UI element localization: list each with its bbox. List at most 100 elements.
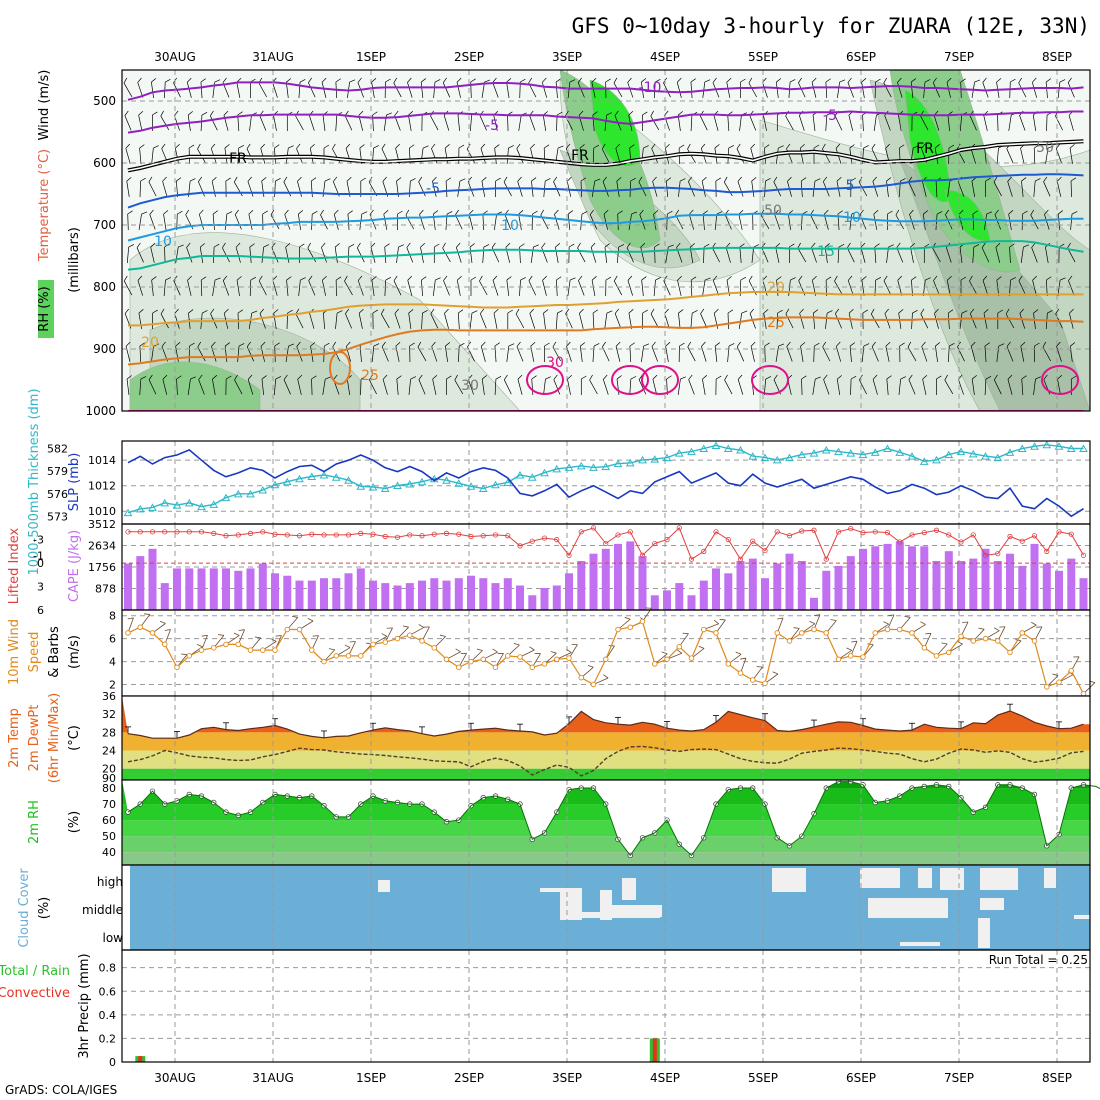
wind-barb-staff <box>518 214 522 230</box>
wind-barb-flag <box>533 244 539 248</box>
wind-barb-staff <box>1006 148 1014 164</box>
wind-barb-flag <box>150 242 156 248</box>
wind-barb-flag <box>520 277 526 281</box>
wind-barb-staff <box>1070 213 1073 231</box>
wind-barb-flag <box>418 176 423 182</box>
wind-barb-flag <box>298 210 304 215</box>
wind-barb-flag <box>176 177 182 182</box>
wind-barb-flag <box>283 176 288 183</box>
wind-barb-flag <box>604 243 610 248</box>
wind-barb <box>126 244 135 264</box>
wind-barb-flag <box>860 242 866 248</box>
wind-barb-flag <box>1018 275 1023 281</box>
wind-barb <box>519 78 526 99</box>
cape-bar <box>920 546 929 610</box>
wind-barb-flag <box>431 143 436 149</box>
wind-barb-staff <box>847 82 854 98</box>
wind-barb <box>775 145 784 164</box>
wind-barb-flag <box>631 211 638 215</box>
wind-barb-staff <box>788 280 791 296</box>
wind-barb-flag <box>127 210 133 215</box>
wind-barb-staff <box>334 247 338 263</box>
wind-barb-flag <box>420 78 427 83</box>
wind-barb <box>285 78 292 98</box>
wind-barb-staff <box>308 82 316 98</box>
wind-barb-flag <box>726 276 732 281</box>
wind-barb <box>1031 77 1038 98</box>
date-label-top: 1SEP <box>356 50 386 64</box>
wind-barb-staff <box>886 181 889 197</box>
wind-speed-marker <box>235 641 241 648</box>
wind-barb-staff <box>163 279 166 297</box>
wind-barb-flag <box>908 176 913 182</box>
cloud-gap <box>860 868 900 888</box>
wind-barb-flag <box>384 243 390 248</box>
wind-barb <box>1068 275 1075 296</box>
cape-bar <box>957 561 965 610</box>
cape-bar <box>356 568 365 610</box>
wind-speed-marker <box>590 681 597 688</box>
wind-barb-staff <box>798 82 806 98</box>
wind-barb-staff <box>1032 115 1037 131</box>
wind-barb-staff <box>663 280 671 296</box>
wind-barb-staff <box>1008 115 1012 131</box>
wind-barb <box>152 309 158 330</box>
wind-barb-staff <box>249 115 252 131</box>
cape-bar <box>773 563 782 610</box>
rh-band <box>122 836 1090 853</box>
wind-speed-marker <box>480 656 487 663</box>
cloud-gap <box>378 880 390 892</box>
wind-barb <box>591 178 601 197</box>
slp-label: SLP (mb) <box>67 453 82 512</box>
wind-barb-flag <box>1055 143 1061 149</box>
wind-barb <box>725 242 731 263</box>
wind-barb-flag <box>260 143 266 149</box>
wind-barb-staff <box>455 247 462 263</box>
wind-barb <box>874 276 882 297</box>
wind-barb-flag <box>703 243 710 248</box>
wind-barb-staff <box>834 280 843 296</box>
wind-barb-staff <box>615 148 621 164</box>
wind-barb-flag <box>308 77 312 83</box>
cape-bar <box>908 546 916 610</box>
wind-speed-marker <box>517 654 523 660</box>
wind-barb-flag <box>222 242 226 249</box>
wind-barb <box>347 243 355 264</box>
wind-barb-flag <box>982 77 987 83</box>
wind-barb-flag <box>688 176 693 182</box>
wind-barb <box>556 111 563 132</box>
wind-barb <box>555 78 562 99</box>
wind-barb-staff <box>763 115 767 131</box>
temperature-tick-label: 32 <box>102 708 116 721</box>
wind-barb-staff <box>236 280 240 296</box>
wind-barb-flag <box>1023 244 1029 248</box>
wind-barb-staff <box>126 246 130 264</box>
wind-barb-flag <box>554 209 559 215</box>
wind-barb-flag <box>712 242 716 249</box>
wind-barb-flag <box>677 111 683 116</box>
wind-barb-flag <box>778 145 784 149</box>
wind-barb-flag <box>249 243 255 248</box>
wind-barb-staff <box>739 246 742 264</box>
wind-barb-flag <box>138 110 144 116</box>
wind-barb-staff <box>933 115 940 131</box>
wind-barb-flag <box>123 77 128 84</box>
wind-barb-flag <box>188 309 194 314</box>
precip-convective-bar <box>652 1038 657 1062</box>
wind-barb-staff <box>418 181 426 197</box>
wind-barb <box>811 242 817 263</box>
wind-barb-staff <box>675 214 684 230</box>
wind-barb <box>861 276 867 296</box>
wind-barb-flag <box>1067 77 1072 83</box>
wind-barb-flag <box>528 77 533 84</box>
wind-barb-flag <box>822 143 826 150</box>
cape-bar <box>699 580 708 610</box>
wind-barb <box>751 244 760 263</box>
wind-barb-staff <box>383 214 388 230</box>
cape-bar <box>271 573 279 610</box>
wind-barb <box>874 78 881 99</box>
cape-bar <box>663 590 671 610</box>
wind-barb-staff <box>837 246 840 264</box>
wind-barb-staff <box>421 279 423 297</box>
